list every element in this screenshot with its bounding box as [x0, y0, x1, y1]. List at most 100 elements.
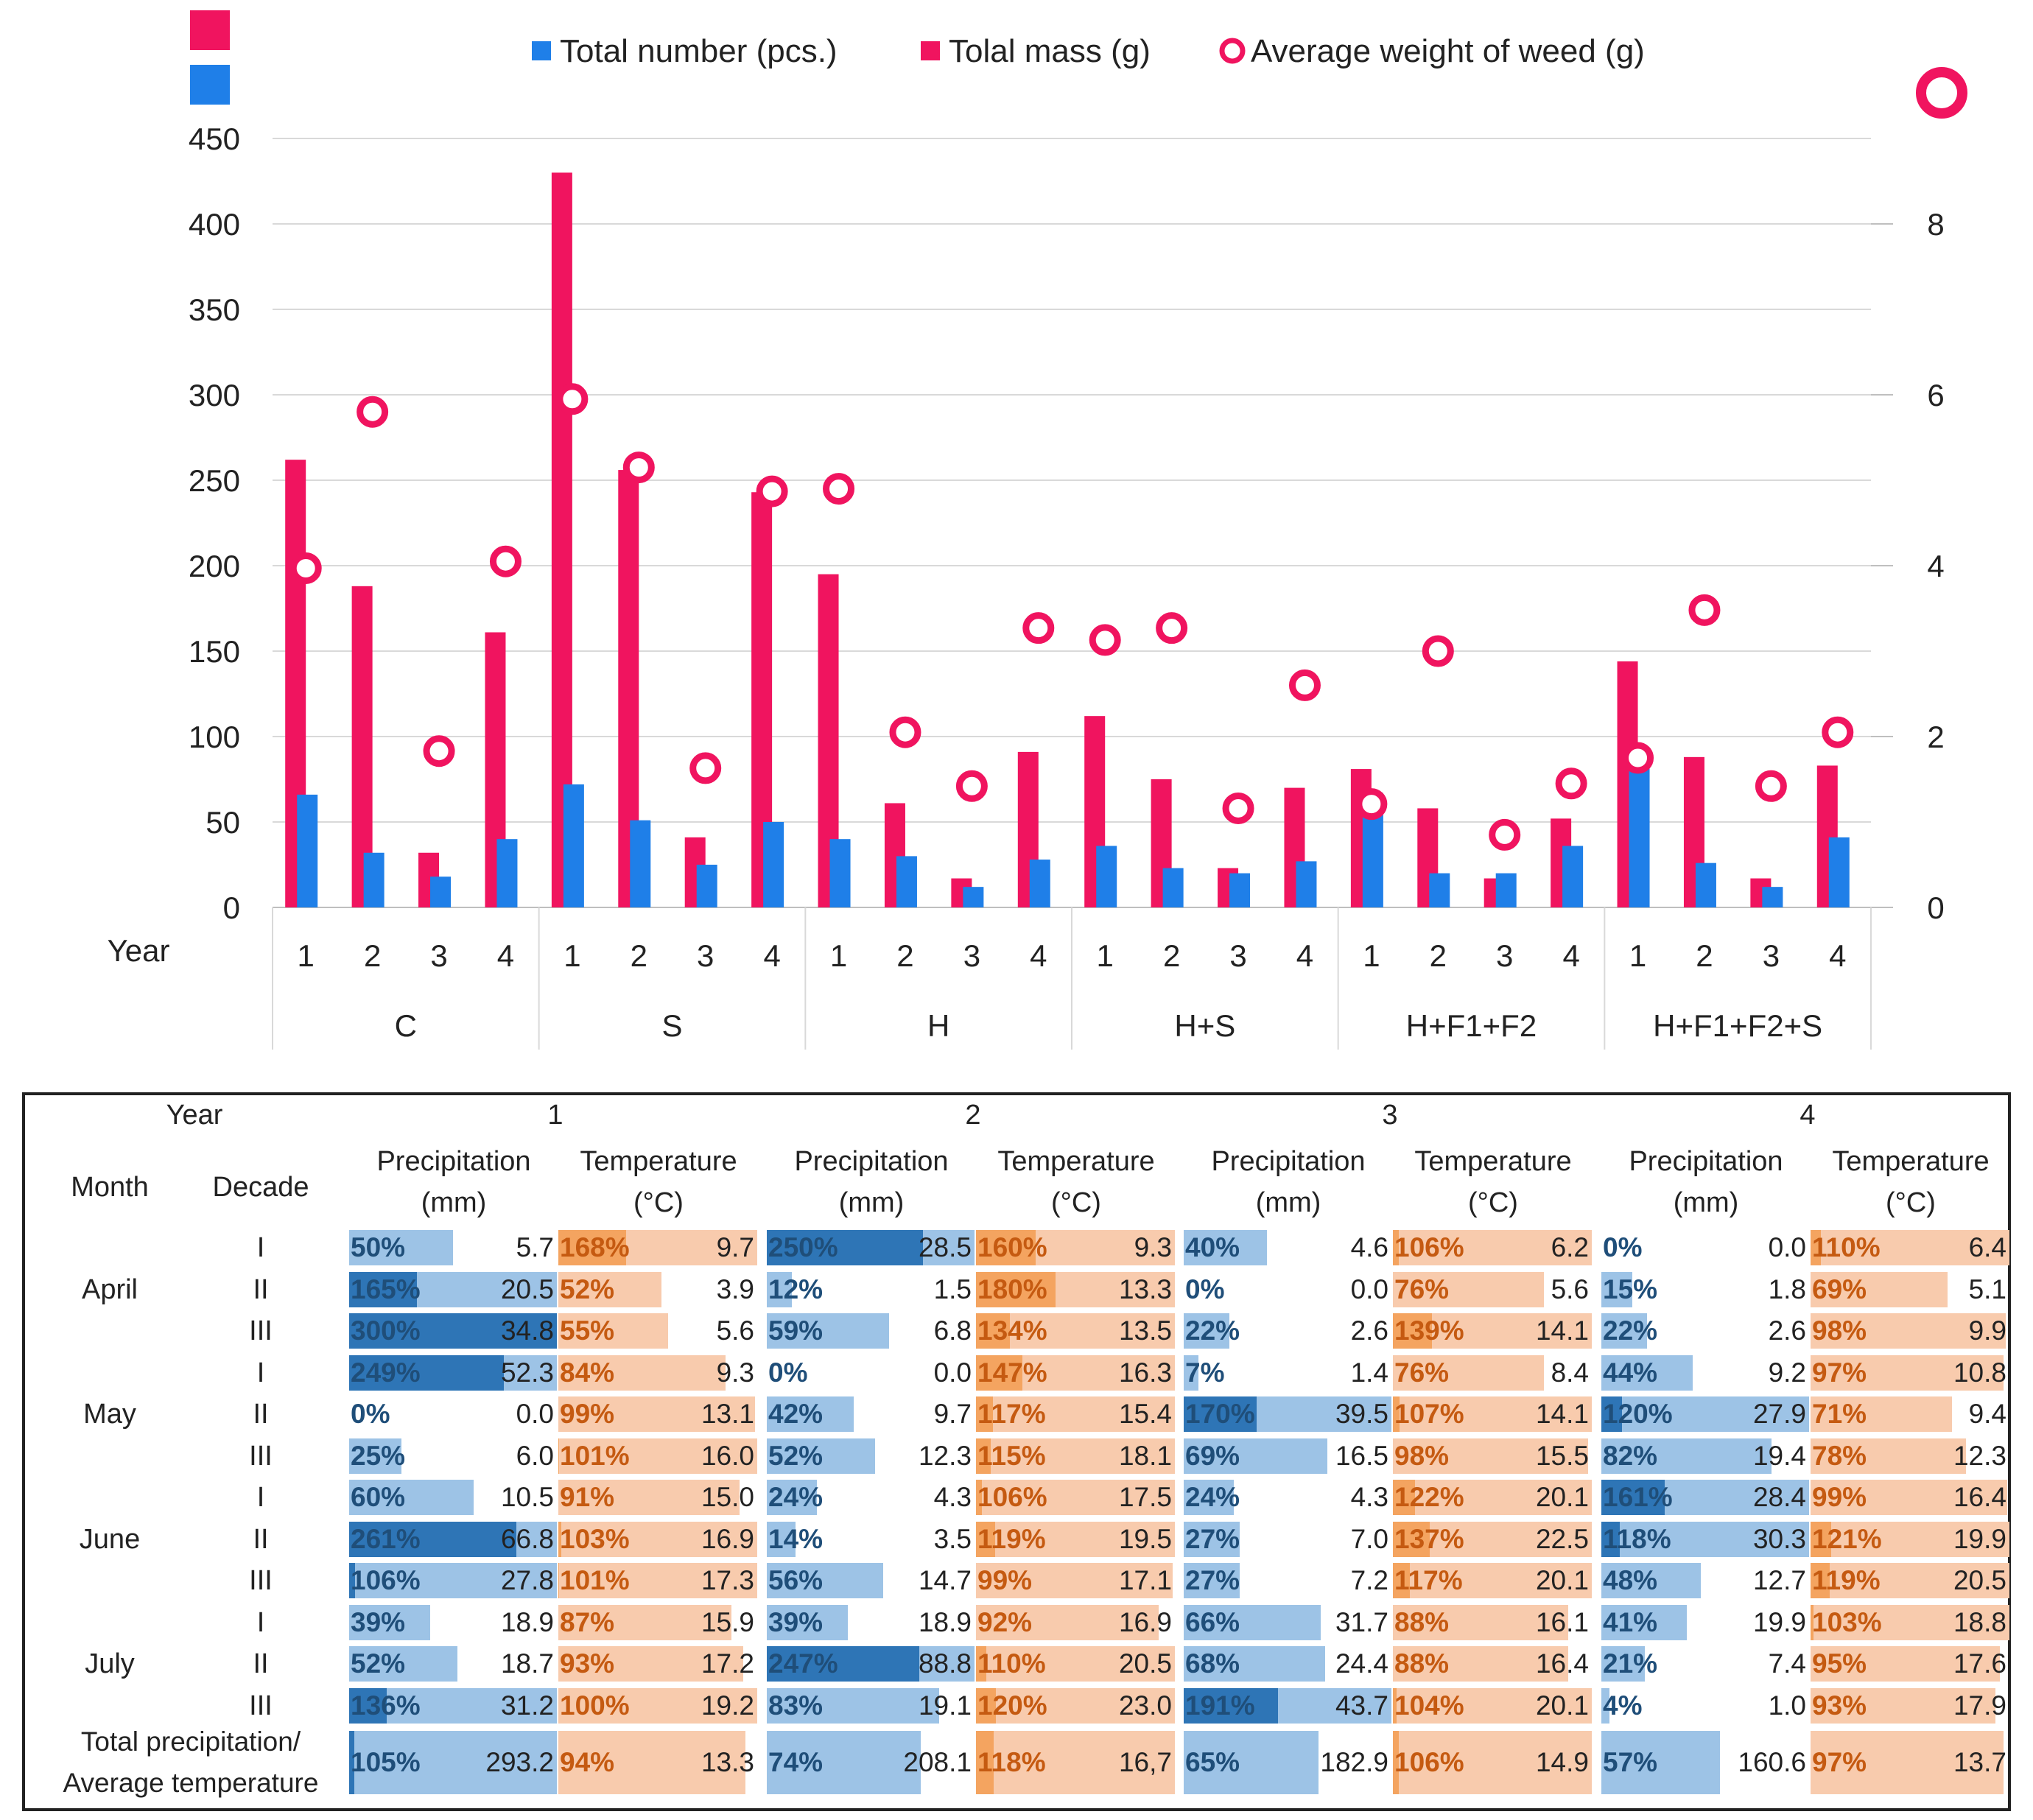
prec-value: 34.8: [500, 1315, 554, 1346]
temp-bar-fill: [558, 1731, 745, 1794]
temp-cell: 78% 12.3: [1811, 1436, 2011, 1476]
temp-value: 16.0: [701, 1440, 754, 1471]
temp-bar-fill: [558, 1396, 756, 1432]
x-year-label: 1: [1629, 938, 1646, 973]
precip-cell: 52% 18.7: [349, 1644, 558, 1684]
prec-bar-fill: [349, 1731, 557, 1794]
temp-percent: 88%: [1394, 1648, 1450, 1679]
prec-value: 66.8: [500, 1523, 554, 1554]
temp-bar-excess-fill: [1393, 1563, 1410, 1598]
temp-cell: 115% 18.1: [976, 1436, 1176, 1476]
temp-percent: 97%: [1812, 1357, 1867, 1388]
temp-percent: 99%: [560, 1399, 615, 1429]
precip-cell: 14% 3.5: [767, 1519, 976, 1559]
prec-bar-fill: [767, 1604, 848, 1640]
temp-bar-excess-fill: [976, 1646, 986, 1682]
precip-cell: 82% 19.4: [1601, 1436, 1811, 1476]
precip-unit-header: (mm): [838, 1187, 905, 1218]
prec-bar-excess-fill: [1601, 1396, 1623, 1432]
precip-cell: 118% 30.3: [1601, 1519, 1811, 1559]
precip-cell: 0% 0.0: [767, 1353, 976, 1393]
number-bar: [1429, 873, 1450, 907]
temp-value: 13.7: [1953, 1747, 2006, 1777]
avg-weight-marker: [689, 752, 722, 784]
prec-value: 88.8: [918, 1648, 972, 1679]
temp-percent: 117%: [977, 1399, 1046, 1429]
temp-bar-excess-fill: [1811, 1563, 1830, 1598]
precip-cell: 22% 2.6: [1601, 1311, 1811, 1351]
precip-cell: 27% 7.2: [1184, 1561, 1393, 1601]
prec-percent: 105%: [351, 1747, 421, 1777]
prec-percent: 0%: [1603, 1232, 1643, 1262]
prec-bar-excess-fill: [349, 1355, 505, 1391]
prec-bar-fill: [1184, 1731, 1319, 1794]
temp-value: 8.4: [1551, 1357, 1589, 1388]
temp-percent: 71%: [1812, 1399, 1867, 1429]
prec-value: 4.3: [933, 1482, 972, 1512]
legend-swatch: [532, 41, 551, 60]
avg-weight-marker: [1688, 594, 1721, 626]
temp-percent: 106%: [977, 1482, 1047, 1512]
temp-cell: 120% 23.0: [976, 1686, 1176, 1726]
temp-bar-fill: [1393, 1731, 1592, 1794]
precip-cell: 191% 43.7: [1184, 1686, 1393, 1726]
prec-value: 12.3: [918, 1440, 972, 1471]
temp-bar-fill: [1811, 1521, 2009, 1557]
precip-cell: 0% 0.0: [349, 1394, 558, 1434]
temp-value: 9.4: [1968, 1399, 2006, 1429]
prec-bar-fill: [1184, 1521, 1240, 1557]
temp-value: 16.9: [1118, 1606, 1172, 1637]
x-year-label: 4: [497, 938, 514, 973]
number-bar: [1828, 837, 1850, 907]
y-left-tick-label: 200: [189, 549, 240, 583]
prec-percent: 56%: [768, 1565, 824, 1595]
number-bar: [563, 784, 584, 907]
temp-cell: 69% 5.1: [1811, 1270, 2011, 1310]
avg-weight-marker: [1288, 669, 1321, 701]
prec-value: 1.0: [1768, 1690, 1806, 1721]
prec-percent: 82%: [1603, 1440, 1658, 1471]
weather-table: Year Month Decade 1 Precipitation (mm) Tempera…: [22, 1092, 2011, 1811]
number-bar: [1629, 767, 1650, 907]
decade-label: II: [253, 1399, 269, 1430]
temp-value: 12.3: [1953, 1440, 2006, 1471]
prec-value: 39.5: [1335, 1399, 1388, 1429]
decade-label: I: [256, 1232, 265, 1263]
precip-unit-header: (mm): [421, 1187, 487, 1218]
prec-bar-excess-fill: [349, 1563, 356, 1598]
temp-percent: 91%: [560, 1482, 615, 1512]
temp-value: 5.1: [1968, 1273, 2006, 1304]
prec-bar-fill: [1601, 1355, 1693, 1391]
prec-bar-excess-fill: [1601, 1521, 1621, 1557]
temp-cell: 88% 16.1: [1393, 1603, 1593, 1642]
number-bar: [1495, 873, 1517, 907]
number-bar: [496, 839, 518, 907]
temp-value: 17.2: [701, 1648, 754, 1679]
x-year-label: 2: [631, 938, 647, 973]
precip-cell: 106% 27.8: [349, 1561, 558, 1601]
prec-bar-excess-fill: [349, 1271, 417, 1307]
temp-cell: 76% 5.6: [1393, 1270, 1593, 1310]
y-right-tick-label: 0: [1927, 890, 1944, 925]
decade-label: I: [256, 1606, 265, 1638]
x-year-label: 1: [1097, 938, 1114, 973]
temp-bar-fill: [976, 1396, 1175, 1432]
temp-cell: 168% 9.7: [558, 1228, 759, 1268]
temp-percent: 52%: [560, 1273, 615, 1304]
temp-percent: 168%: [560, 1232, 630, 1262]
temp-value: 15.5: [1535, 1440, 1589, 1471]
prec-value: 27.8: [500, 1565, 554, 1595]
temp-value: 16.9: [701, 1523, 754, 1554]
prec-percent: 39%: [768, 1606, 824, 1637]
temp-bar-excess-fill: [976, 1230, 1036, 1265]
temp-percent: 101%: [560, 1565, 630, 1595]
precip-cell: 68% 24.4: [1184, 1644, 1393, 1684]
temp-bar-fill: [976, 1646, 1175, 1682]
temp-value: 13.3: [1118, 1273, 1172, 1304]
temp-cell: 91% 15.0: [558, 1478, 759, 1517]
temp-percent: 88%: [1394, 1606, 1450, 1637]
temp-percent: 122%: [1394, 1482, 1464, 1512]
temp-cell: 122% 20.1: [1393, 1478, 1593, 1517]
avg-weight-marker: [423, 735, 455, 767]
prec-percent: 40%: [1185, 1232, 1240, 1262]
